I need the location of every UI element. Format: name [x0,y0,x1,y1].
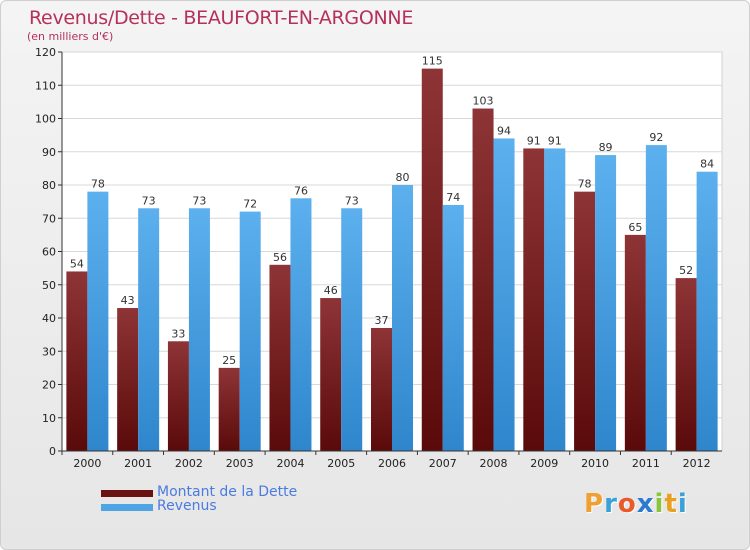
data-label: 115 [422,55,443,68]
data-label: 73 [192,194,206,207]
bar-dette [117,308,139,451]
logo-letter: r [604,489,618,519]
bar-revenus [595,155,617,451]
data-label: 91 [527,134,541,147]
data-label: 33 [171,327,185,340]
logo-letter: i [654,489,665,519]
logo-letter: o [617,489,637,519]
bar-dette [675,278,697,451]
bar-dette [472,108,494,452]
bar-revenus [138,208,160,451]
bar-revenus [239,211,261,451]
logo-letter: P [584,489,605,519]
y-tick-label: 40 [42,312,56,325]
data-label: 73 [142,194,156,207]
y-tick-label: 20 [42,379,56,392]
bar-dette [371,327,392,451]
bar-revenus [544,148,566,452]
chart-title: Revenus/Dette - BEAUFORT-EN-ARGONNE [29,7,414,29]
bar-dette [574,191,596,451]
x-tick-label: 2007 [429,457,457,470]
x-tick-label: 2003 [226,457,254,470]
bar-revenus [392,185,413,451]
x-tick-label: 2005 [327,457,355,470]
bar-dette [320,298,342,451]
bar-dette [269,264,291,451]
y-tick-label: 30 [42,345,56,358]
y-tick-label: 50 [42,279,56,292]
data-label: 25 [222,354,236,367]
x-tick-label: 2012 [683,457,711,470]
data-label: 46 [324,284,338,297]
y-axis-ticks: 0 10 20 30 40 50 60 70 80 90 100 110 120 [35,46,62,458]
data-label: 54 [70,257,84,270]
bar-revenus [290,198,312,451]
logo-letter: t [664,489,678,519]
x-tick-label: 2001 [124,457,152,470]
data-label: 74 [446,191,460,204]
bar-revenus [188,208,210,451]
x-tick-label: 2004 [276,457,304,470]
logo-letter: x [636,489,655,519]
x-tick-label: 2009 [530,457,558,470]
data-label: 94 [497,124,511,137]
data-label: 52 [679,264,693,277]
y-tick-label: 90 [42,146,56,159]
data-label: 56 [273,251,287,264]
bar-dette [421,68,443,451]
x-tick-label: 2006 [378,457,406,470]
bar-revenus [341,208,363,451]
legend-label-revenus: Revenus [157,498,217,514]
data-label: 91 [548,134,562,147]
y-tick-label: 110 [35,79,56,92]
data-label: 80 [396,171,410,184]
y-tick-label: 80 [42,179,56,192]
data-label: 43 [121,294,135,307]
bar-revenus [645,145,667,451]
y-tick-label: 100 [35,113,56,126]
bar-dette [218,367,240,451]
bar-revenus [442,204,464,451]
y-tick-label: 10 [42,412,56,425]
x-axis-ticks: 2000 2001 2002 2003 2004 2005 2006 2007 2008 2009… [61,451,711,470]
x-tick-label: 2000 [73,457,101,470]
x-tick-label: 2010 [581,457,609,470]
data-label: 37 [375,314,389,327]
legend-swatch-dette [101,490,153,497]
bar-dette [624,234,646,451]
x-tick-label: 2011 [632,457,660,470]
x-tick-label: 2008 [480,457,508,470]
bar-revenus [493,138,515,451]
y-tick-label: 70 [42,212,56,225]
data-label: 78 [578,178,592,191]
x-tick-label: 2002 [175,457,203,470]
bar-dette [66,271,88,451]
bar-revenus [696,171,718,451]
legend-label-dette: Montant de la Dette [157,484,298,500]
y-tick-label: 60 [42,246,56,259]
data-label: 84 [700,158,714,171]
data-labels: 54 78 43 73 33 73 25 72 56 76 46 73 37 80 115 74 103 94 91… [70,55,714,367]
data-label: 65 [628,221,642,234]
logo-letter: i [677,489,688,519]
y-tick-label: 120 [35,46,56,59]
data-label: 89 [599,141,613,154]
data-label: 76 [294,184,308,197]
y-tick-label: 0 [49,445,56,458]
data-label: 103 [473,95,494,108]
data-label: 73 [345,194,359,207]
chart-subtitle: (en milliers d'€) [27,30,114,43]
bar-revenus [87,191,109,451]
legend-swatch-revenus [101,504,153,511]
data-label: 92 [649,131,663,144]
data-label: 72 [243,198,257,211]
bars [66,68,718,452]
data-label: 78 [91,178,105,191]
bar-dette [523,148,545,452]
bar-dette [167,341,189,451]
proxiti-logo: Proxiti [584,489,688,519]
